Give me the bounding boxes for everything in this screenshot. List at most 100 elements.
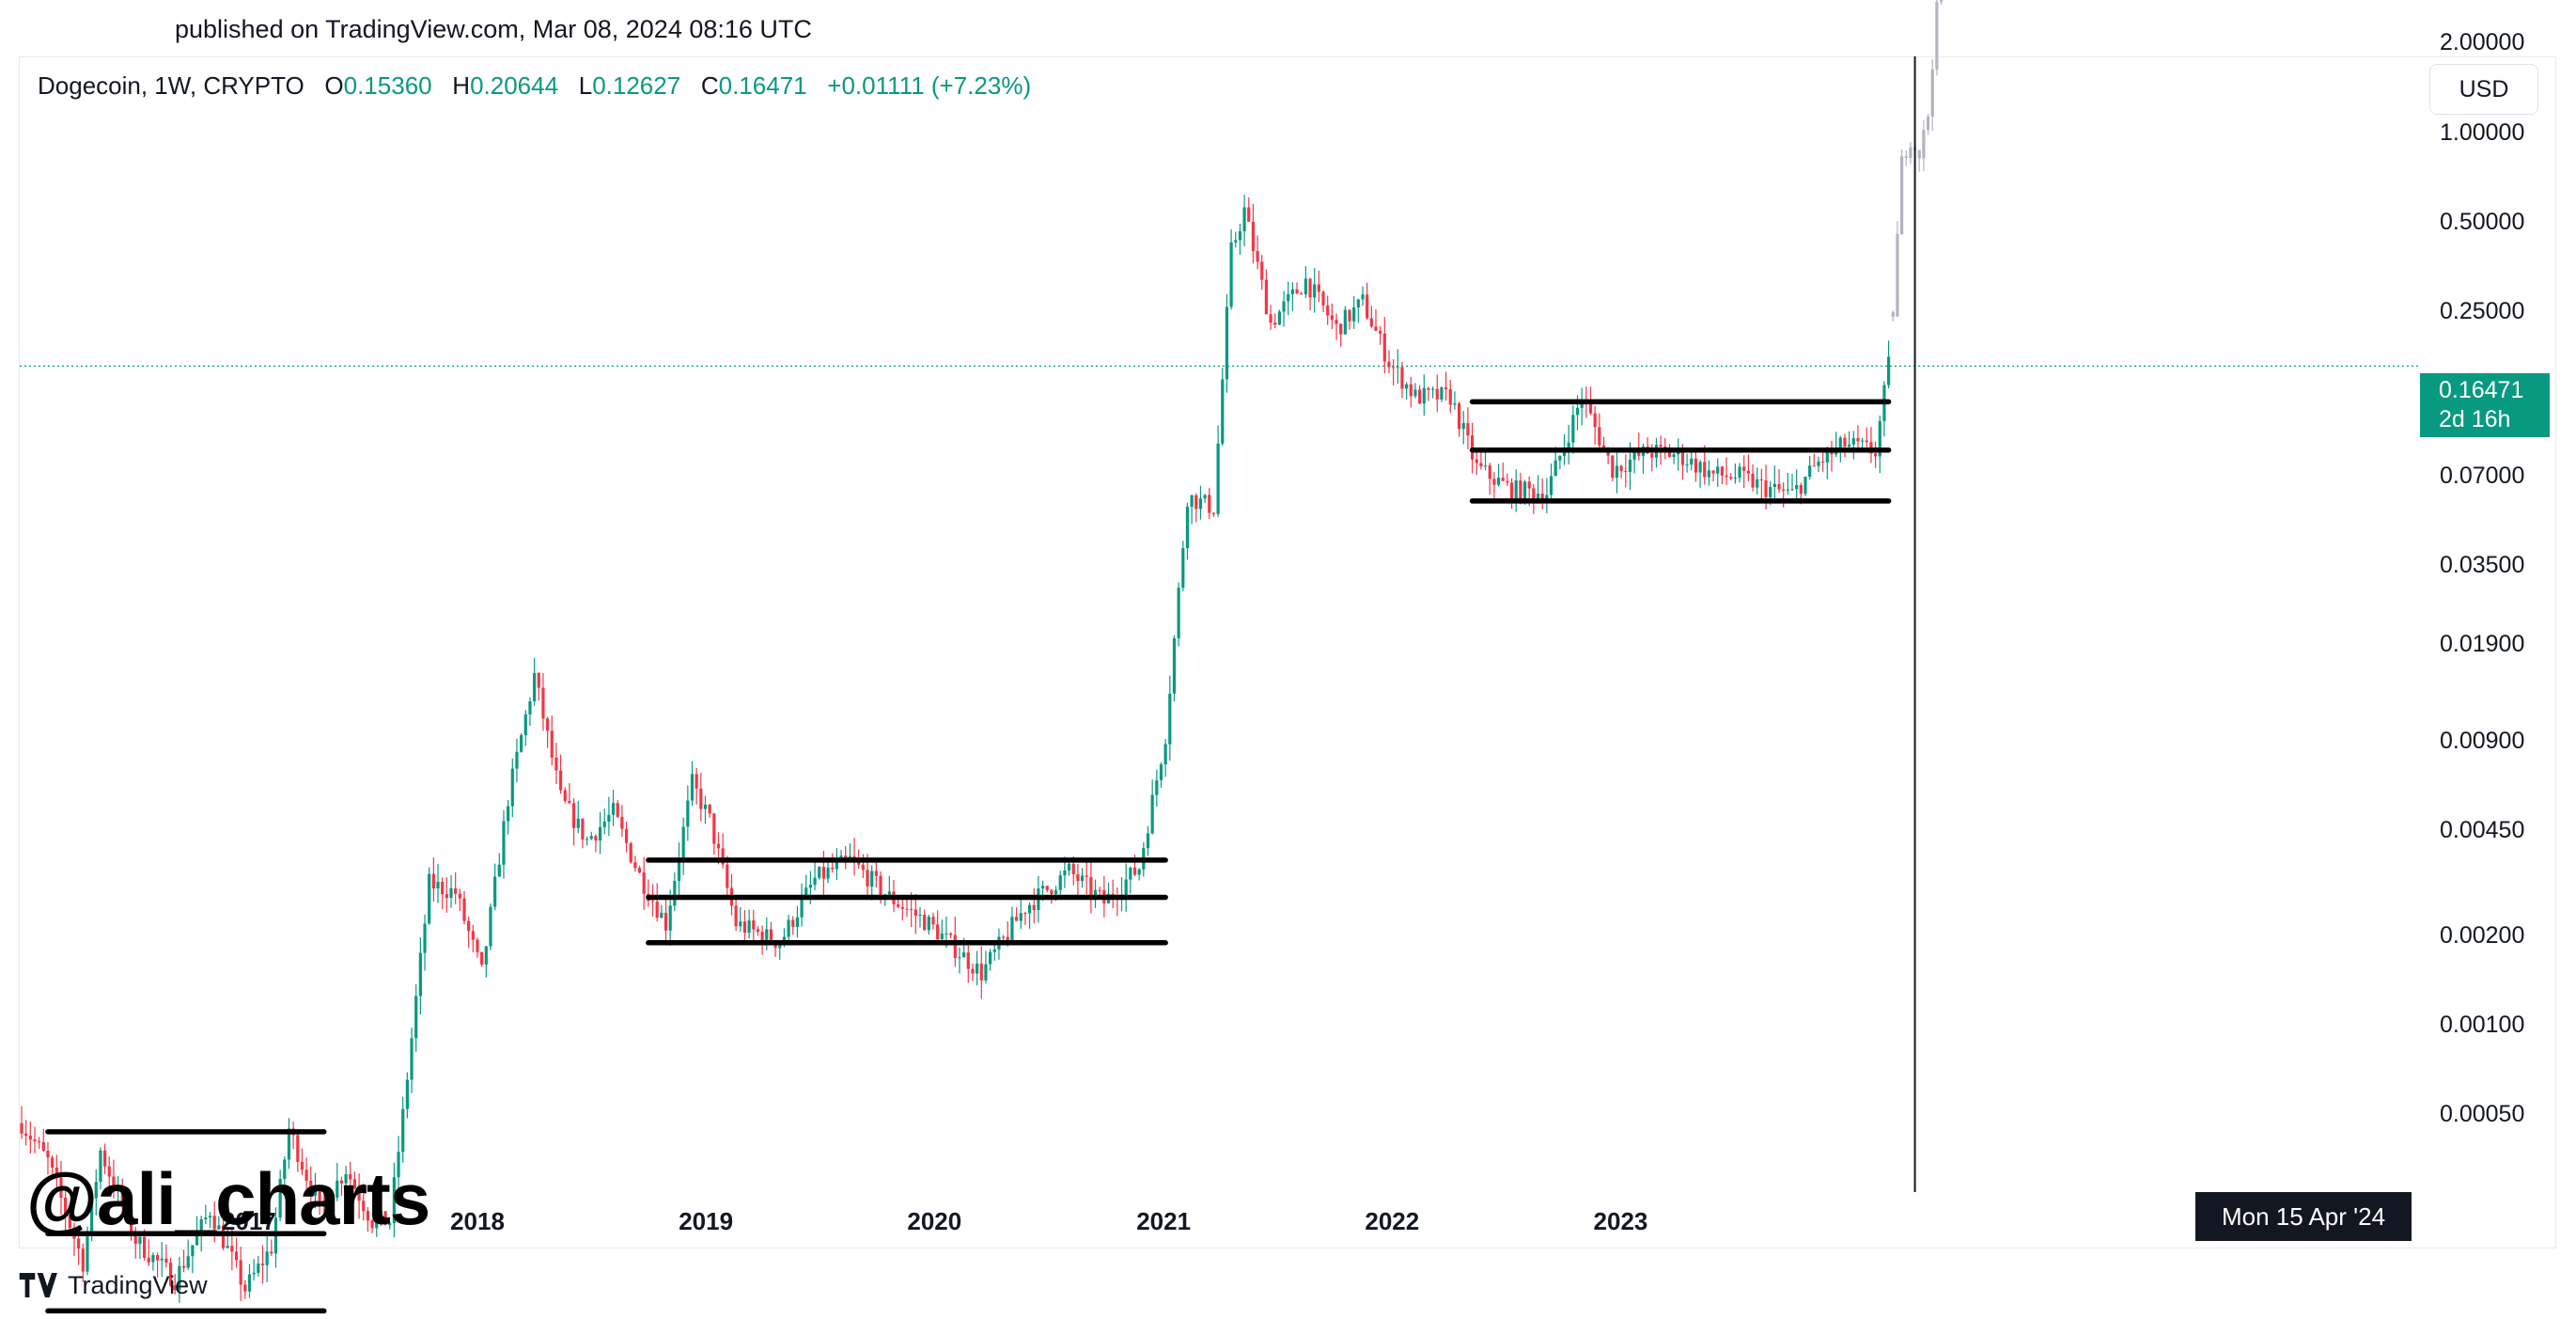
candle xyxy=(655,902,659,919)
candle xyxy=(173,1285,177,1291)
candle xyxy=(936,924,940,940)
candle xyxy=(1023,913,1027,915)
candle xyxy=(1887,356,1891,385)
open-label: O xyxy=(324,71,344,100)
candle xyxy=(178,1265,181,1291)
candle xyxy=(742,921,747,934)
price-tick-label: 0.03500 xyxy=(2440,552,2525,579)
candle xyxy=(1746,470,1750,474)
candle xyxy=(1203,495,1207,499)
candle xyxy=(765,929,769,944)
currency-button[interactable]: USD xyxy=(2429,64,2538,115)
candle xyxy=(1356,299,1360,308)
candle xyxy=(1843,437,1847,448)
candle xyxy=(1786,489,1789,491)
candle xyxy=(1027,904,1032,914)
candle xyxy=(151,1255,155,1263)
candle xyxy=(1790,489,1794,491)
candle xyxy=(1782,489,1786,491)
candle xyxy=(260,1264,265,1265)
candle xyxy=(199,1218,203,1233)
candle xyxy=(436,881,440,889)
candle xyxy=(392,1177,396,1224)
symbol-label[interactable]: Dogecoin, 1W, CRYPTO xyxy=(38,71,304,100)
candle xyxy=(976,963,979,974)
candle xyxy=(458,893,461,899)
candle xyxy=(230,1246,234,1252)
price-tick-label: 0.00100 xyxy=(2440,1012,2525,1038)
candle xyxy=(778,945,782,949)
candle xyxy=(1812,465,1816,467)
price-tick-label: 0.07000 xyxy=(2440,463,2525,490)
candle xyxy=(1132,867,1137,875)
candle xyxy=(208,1216,212,1217)
candle xyxy=(910,908,913,910)
candle xyxy=(1313,284,1317,298)
candle xyxy=(1593,413,1597,428)
candle xyxy=(1672,454,1676,458)
candle xyxy=(813,877,817,886)
candle xyxy=(913,909,917,917)
candle xyxy=(1685,464,1689,466)
candle xyxy=(1545,495,1549,502)
candle xyxy=(1522,481,1527,501)
candle xyxy=(949,934,953,935)
candle xyxy=(1361,294,1365,300)
price-tick-label: 0.00900 xyxy=(2440,727,2525,754)
candle xyxy=(1159,764,1163,780)
candle xyxy=(462,898,466,921)
candle xyxy=(971,968,975,974)
candle xyxy=(602,821,606,827)
price-tick-label: 0.00200 xyxy=(2440,921,2525,949)
candle xyxy=(1405,384,1409,389)
candle xyxy=(1317,284,1320,292)
candle xyxy=(1032,904,1036,910)
candle xyxy=(1496,478,1501,485)
candle xyxy=(1756,479,1759,488)
candle xyxy=(147,1257,150,1263)
candle xyxy=(1856,438,1860,442)
candle xyxy=(388,1223,392,1226)
candle xyxy=(1448,389,1452,405)
candle xyxy=(46,1150,50,1158)
candle xyxy=(497,864,501,877)
candle xyxy=(252,1272,256,1275)
projection-candle xyxy=(1904,156,1908,158)
candle xyxy=(1058,875,1062,890)
candle xyxy=(90,1198,94,1234)
candle xyxy=(1343,309,1347,335)
candle xyxy=(155,1255,160,1261)
projection-candle xyxy=(1926,117,1930,131)
candle xyxy=(1571,415,1575,443)
candle xyxy=(375,1217,379,1229)
candle xyxy=(204,1217,208,1219)
candle xyxy=(445,894,448,899)
candle xyxy=(1667,449,1672,458)
candle xyxy=(1615,465,1619,479)
candle xyxy=(752,920,756,930)
candle xyxy=(86,1233,89,1272)
candle xyxy=(1089,876,1093,897)
candle xyxy=(257,1264,260,1273)
candle xyxy=(1632,450,1636,460)
candle xyxy=(1707,470,1711,478)
candle xyxy=(650,901,655,903)
tradingview-logo[interactable]: TradingView xyxy=(19,1271,208,1299)
candle xyxy=(1619,465,1623,472)
candle xyxy=(510,768,514,807)
candle xyxy=(515,751,519,769)
candle xyxy=(1063,870,1067,876)
candle xyxy=(1549,476,1553,495)
candle xyxy=(1124,879,1128,895)
candle xyxy=(471,931,475,940)
candle xyxy=(265,1251,269,1265)
candle xyxy=(927,917,930,931)
candle xyxy=(296,1135,300,1162)
candle xyxy=(1256,251,1259,262)
candle xyxy=(1698,462,1702,473)
candle xyxy=(1054,889,1058,895)
candle xyxy=(1374,326,1378,331)
candle xyxy=(20,1123,23,1134)
candle xyxy=(449,887,453,899)
